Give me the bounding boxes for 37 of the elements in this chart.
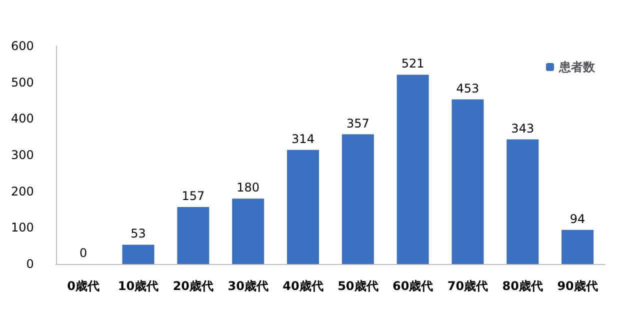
x-tick-label: 80歳代: [502, 279, 543, 293]
data-label: 157: [182, 188, 205, 203]
data-label: 357: [346, 116, 370, 130]
x-tick-label: 10歳代: [118, 279, 159, 293]
bar: [506, 139, 539, 264]
bar: [396, 74, 429, 264]
y-tick-label: 200: [11, 184, 34, 198]
x-tick-label: 0歳代: [67, 279, 100, 293]
data-label: 180: [236, 180, 260, 195]
data-label: 314: [292, 132, 314, 146]
bar: [286, 150, 319, 264]
bar: [122, 244, 154, 264]
data-label: 453: [456, 81, 480, 96]
bar: [452, 99, 484, 264]
bar: [177, 206, 210, 264]
x-tick-label: 20歳代: [172, 279, 214, 293]
data-label: 53: [130, 226, 146, 241]
y-tick-label: 400: [11, 112, 34, 126]
bar: [232, 198, 264, 264]
y-tick-label: 0: [26, 257, 34, 271]
data-label: 521: [401, 56, 424, 71]
x-tick-label: 40歳代: [282, 279, 324, 293]
x-tick-label: 90歳代: [557, 279, 598, 293]
y-tick-label: 300: [11, 148, 34, 162]
data-label: 0: [80, 246, 88, 260]
legend-label: 患者数: [558, 60, 596, 74]
data-label: 94: [570, 212, 586, 226]
x-tick-label: 30歳代: [228, 279, 268, 293]
x-tick-label: 70歳代: [447, 279, 488, 293]
x-tick-label: 50歳代: [338, 279, 378, 293]
y-tick-label: 500: [11, 75, 34, 90]
y-tick-label: 600: [11, 39, 34, 53]
bar: [342, 134, 374, 264]
data-label: 343: [511, 121, 534, 136]
x-tick-label: 60歳代: [392, 279, 434, 293]
bar: [562, 230, 594, 264]
y-tick-label: 100: [11, 220, 34, 235]
